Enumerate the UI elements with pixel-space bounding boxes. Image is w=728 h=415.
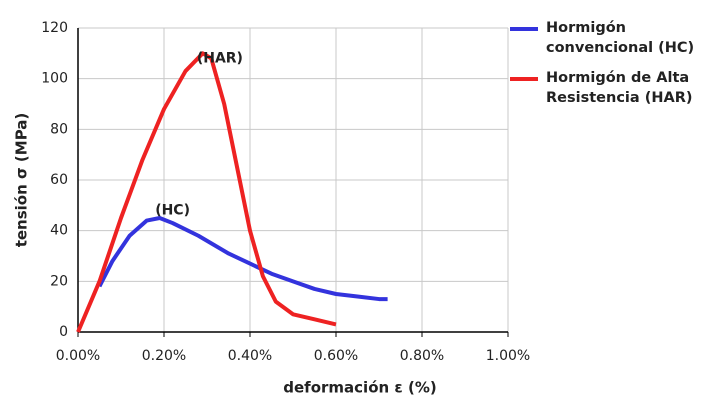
series-line <box>76 51 337 333</box>
legend-entry: Hormigón convencional (HC) <box>510 18 725 58</box>
legend-label: Hormigón de Alta Resistencia (HAR) <box>546 70 693 106</box>
annotation: (HAR) <box>197 50 243 66</box>
legend-swatch <box>510 77 538 81</box>
y-tick-label: 40 <box>50 223 68 239</box>
x-axis-label: deformación ε (%) <box>283 379 436 397</box>
y-tick-label: 100 <box>41 71 68 87</box>
x-tick-label: 0.40% <box>228 348 272 364</box>
y-tick-label: 80 <box>50 121 68 137</box>
x-tick-label: 0.80% <box>400 348 444 364</box>
annotation: (HC) <box>155 202 190 218</box>
x-tick-label: 1.00% <box>486 348 530 364</box>
x-tick-label: 0.60% <box>314 348 358 364</box>
y-tick-label: 0 <box>59 324 68 340</box>
legend-label: Hormigón convencional (HC) <box>546 20 695 56</box>
legend-swatch <box>510 27 538 31</box>
y-tick-label: 120 <box>41 20 68 36</box>
y-tick-label: 60 <box>50 172 68 188</box>
legend-entry: Hormigón de Alta Resistencia (HAR) <box>510 68 725 108</box>
y-axis-label: tensión σ (MPa) <box>13 113 31 248</box>
y-tick-label: 20 <box>50 273 68 289</box>
x-tick-label: 0.20% <box>142 348 186 364</box>
series-line <box>97 216 388 302</box>
x-tick-label: 0.00% <box>56 348 100 364</box>
